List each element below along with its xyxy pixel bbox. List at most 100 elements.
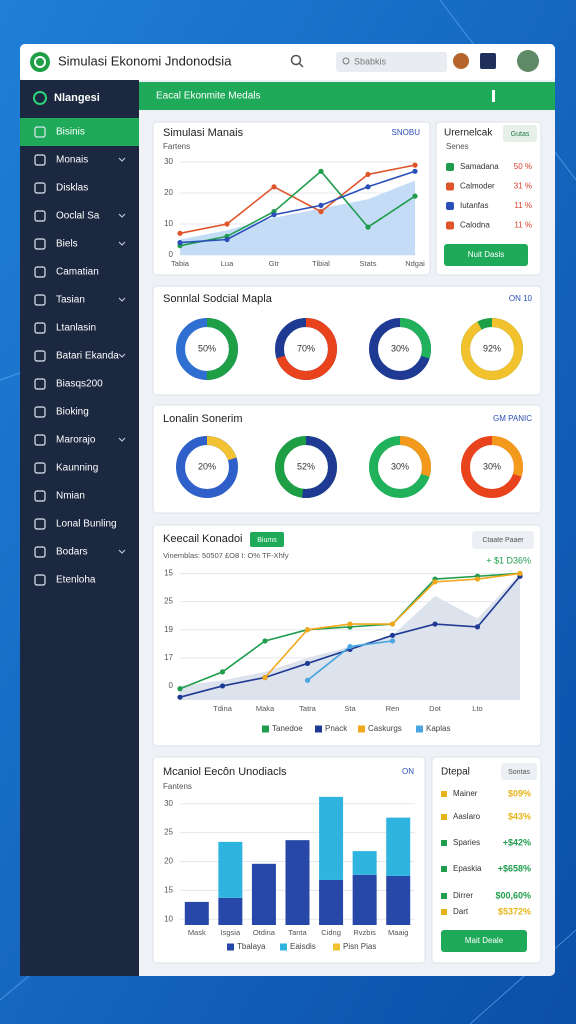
chart-subtitle: Fantens bbox=[163, 782, 192, 791]
sidebar-icon bbox=[34, 322, 46, 334]
sidebar-item[interactable]: Bodars bbox=[56, 547, 88, 558]
banner-icon bbox=[492, 90, 495, 102]
panel-title: Sonnlal Sodcial Mapla bbox=[163, 293, 273, 305]
item-value: 50 % bbox=[514, 162, 532, 171]
x-tick-label: Rvzbis bbox=[353, 928, 376, 937]
item-icon bbox=[446, 221, 454, 230]
search-icon-handle bbox=[298, 62, 304, 68]
item-label: Aaslaro bbox=[453, 812, 481, 821]
donut-arc bbox=[275, 318, 337, 380]
menu-icon[interactable] bbox=[480, 53, 496, 69]
chart-subtitle: Vinemblas: 50507 £O8 I: O% TF-Xhfy bbox=[163, 551, 289, 560]
legend-swatch bbox=[280, 943, 287, 951]
item-icon bbox=[441, 814, 447, 820]
sidebar-item[interactable]: Nmian bbox=[56, 491, 85, 502]
x-tick-label: Isgsia bbox=[221, 928, 241, 937]
item-label: Calmoder bbox=[460, 182, 495, 191]
item-icon bbox=[441, 840, 447, 846]
x-tick-label: Ren bbox=[386, 704, 400, 713]
item-label: Dart bbox=[453, 907, 469, 916]
legend-label: Tbalaya bbox=[237, 942, 266, 951]
point bbox=[347, 621, 353, 627]
sidebar-item[interactable]: Biels bbox=[56, 239, 78, 250]
sidebar-item[interactable]: Etenloha bbox=[56, 575, 96, 586]
x-tick-label: Mask bbox=[188, 928, 206, 937]
donut-label: 50% bbox=[198, 343, 216, 353]
donut-label: 30% bbox=[391, 343, 409, 353]
action-button[interactable] bbox=[441, 930, 527, 952]
panel-button[interactable] bbox=[472, 531, 534, 549]
donut-label: 30% bbox=[391, 461, 409, 471]
chevron bbox=[118, 213, 126, 218]
chart-subtitle: Fartens bbox=[163, 142, 190, 151]
point bbox=[318, 202, 324, 208]
chevron bbox=[118, 549, 126, 554]
action-button[interactable] bbox=[444, 244, 528, 266]
point bbox=[304, 677, 311, 683]
sidebar-item[interactable]: Marorajo bbox=[56, 435, 96, 446]
legend-label: Pisn Pias bbox=[343, 942, 376, 951]
point bbox=[474, 624, 481, 630]
sidebar-item[interactable]: Tasian bbox=[56, 295, 85, 306]
item-icon bbox=[446, 202, 454, 210]
sidebar-item[interactable]: Bisinis bbox=[56, 127, 85, 138]
point bbox=[365, 184, 371, 190]
chevron bbox=[118, 437, 126, 442]
card-subtitle: Senes bbox=[446, 142, 469, 151]
y-tick-label: 17 bbox=[164, 653, 173, 662]
x-tick-label: Maka bbox=[256, 704, 275, 713]
panel-title: Mcaniol Eecôn Unodiacls bbox=[163, 766, 287, 778]
legend-label: Tanedoe bbox=[272, 724, 303, 733]
sidebar-item[interactable]: Camatian bbox=[56, 267, 99, 278]
x-tick-label: Tdina bbox=[213, 704, 233, 713]
point bbox=[347, 643, 353, 650]
point bbox=[318, 209, 324, 215]
point bbox=[219, 669, 226, 675]
item-icon bbox=[441, 893, 447, 899]
logo-mark bbox=[34, 56, 46, 68]
item-label: Samadana bbox=[460, 162, 499, 171]
donut-label: 52% bbox=[297, 461, 315, 471]
sidebar-item[interactable]: Monais bbox=[56, 155, 88, 166]
avatar[interactable] bbox=[453, 53, 469, 69]
action-label: Nuit Dasis bbox=[468, 250, 504, 259]
sidebar-item[interactable]: Ltanlasin bbox=[56, 323, 96, 334]
point bbox=[177, 694, 183, 700]
item-icon bbox=[441, 909, 447, 915]
donut-arc bbox=[176, 318, 238, 380]
sidebar-icon bbox=[34, 462, 46, 474]
y-tick-label: 20 bbox=[164, 188, 173, 197]
sidebar-item[interactable]: Disklas bbox=[56, 183, 88, 194]
item-label: Dirrer bbox=[453, 891, 473, 900]
sidebar-item[interactable]: Biasqs200 bbox=[56, 379, 103, 390]
sidebar-item[interactable]: Kaunning bbox=[56, 463, 98, 474]
panel bbox=[152, 285, 542, 396]
brand-icon bbox=[33, 91, 47, 105]
card bbox=[435, 121, 542, 276]
card bbox=[431, 756, 542, 964]
donut-arc bbox=[369, 436, 431, 498]
bar-segment bbox=[319, 879, 344, 925]
sidebar-brand: Nlangesi bbox=[54, 92, 100, 104]
donut-arc bbox=[275, 436, 337, 498]
sidebar-item[interactable]: Ooclal Sa bbox=[56, 211, 100, 222]
sidebar-item[interactable]: Lonal Bunling bbox=[56, 519, 117, 530]
card-button[interactable] bbox=[503, 125, 537, 142]
banner-title: Eacal Ekonmite Medals bbox=[156, 91, 261, 102]
item-icon bbox=[446, 163, 454, 171]
sidebar-item[interactable]: Bioking bbox=[56, 407, 89, 418]
sidebar-item[interactable]: Batari Ekanda bbox=[56, 351, 119, 362]
donut-arc bbox=[369, 318, 431, 380]
point bbox=[177, 686, 183, 692]
item-icon bbox=[441, 791, 447, 797]
search-icon[interactable] bbox=[290, 54, 302, 66]
panel-badge: SNOBU bbox=[392, 128, 421, 137]
user-avatar[interactable] bbox=[517, 50, 539, 72]
sidebar bbox=[20, 80, 139, 976]
panel-title: Simulasi Manais bbox=[163, 127, 244, 139]
point bbox=[318, 168, 324, 174]
search-box[interactable] bbox=[336, 52, 447, 72]
card-button[interactable] bbox=[501, 763, 537, 780]
series-line bbox=[179, 170, 416, 247]
